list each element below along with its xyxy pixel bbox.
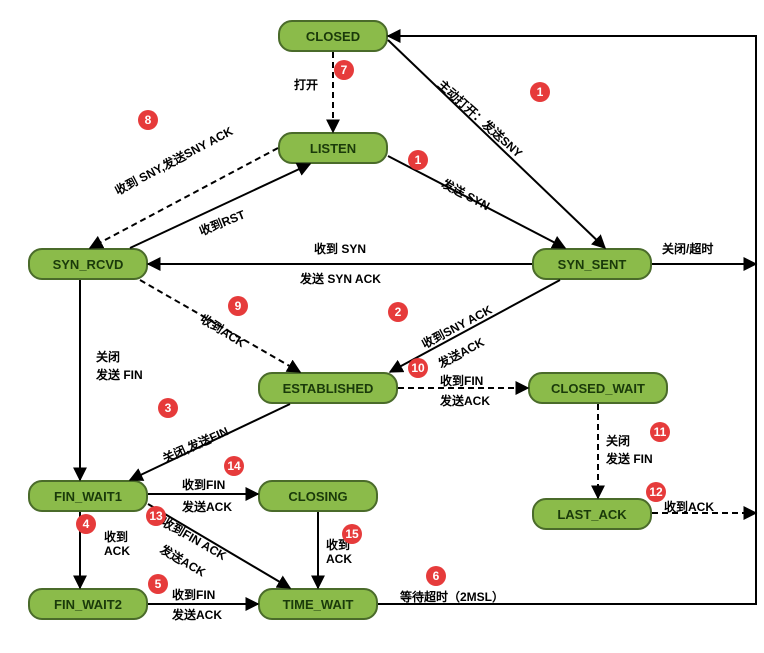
edge-label-l_rcvd_fw1b: 发送 FIN: [96, 366, 143, 383]
badge-3: 3: [158, 398, 178, 418]
edge-label-l_rcvd_fw1a: 关闭: [96, 348, 120, 365]
badge-10: 10: [408, 358, 428, 378]
badge-12: 12: [646, 482, 666, 502]
edge-label-l_cw_la1: 关闭: [606, 432, 630, 449]
edge-label-l_est_cw1: 收到FIN: [440, 372, 483, 389]
edge-label-l_fw1_cl1: 收到FIN: [182, 476, 225, 493]
badge-5: 5: [148, 574, 168, 594]
edge-label-l_est_cw2: 发送ACK: [440, 392, 490, 409]
edge-label-l_sent_out: 关闭/超时: [662, 240, 713, 257]
edge-label-l_fw1_fw2b: ACK: [104, 544, 130, 558]
edge-label-l_cw_la2: 发送 FIN: [606, 450, 653, 467]
edge-e_time_wait_closed: [378, 36, 756, 604]
edge-label-l_cl_tw2: ACK: [326, 552, 352, 566]
badge-11: 11: [650, 422, 670, 442]
badge-4: 4: [76, 514, 96, 534]
tcp-state-diagram: CLOSEDLISTENSYN_RCVDSYN_SENTESTABLISHEDC…: [0, 0, 764, 653]
edge-label-l_open: 打开: [294, 76, 318, 93]
badge-1: 1: [530, 82, 550, 102]
badge-8: 8: [138, 110, 158, 130]
edge-label-l_fw1_cl2: 发送ACK: [182, 498, 232, 515]
edge-label-l_fw2_tw1: 收到FIN: [172, 586, 215, 603]
badge-14: 14: [224, 456, 244, 476]
edge-label-l_sent_rcvd2: 发送 SYN ACK: [300, 270, 381, 287]
badge-9: 9: [228, 296, 248, 316]
badge-13: 13: [146, 506, 166, 526]
badge-15: 15: [342, 524, 362, 544]
badge-1: 1: [408, 150, 428, 170]
edge-label-l_tw_closed: 等待超时（2MSL）: [400, 588, 504, 605]
badge-2: 2: [388, 302, 408, 322]
edge-label-l_la_out: 收到ACK: [664, 498, 714, 515]
edge-label-l_fw1_fw2a: 收到: [104, 528, 128, 545]
badge-6: 6: [426, 566, 446, 586]
edge-label-l_fw2_tw2: 发送ACK: [172, 606, 222, 623]
badge-7: 7: [334, 60, 354, 80]
edge-label-l_sent_rcvd1: 收到 SYN: [314, 240, 366, 257]
